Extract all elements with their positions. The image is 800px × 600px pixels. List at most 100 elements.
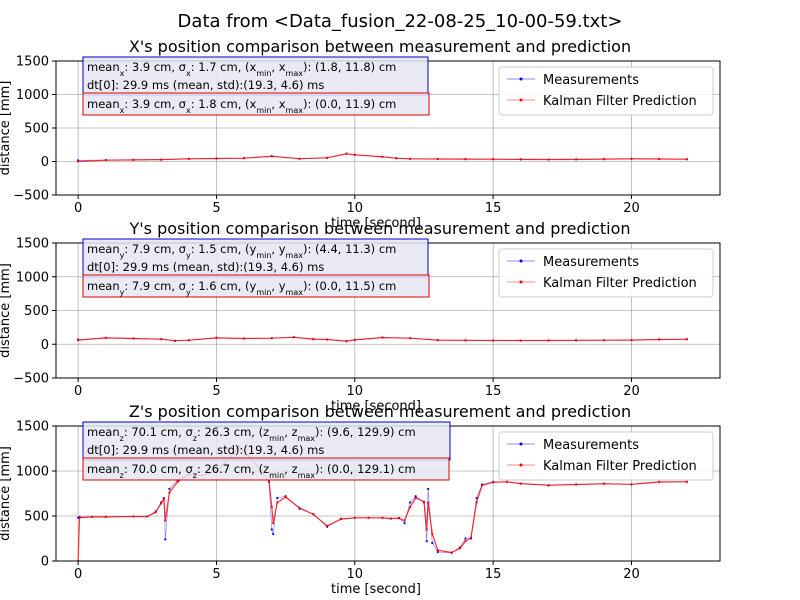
- x-tick-label: 15: [485, 201, 502, 216]
- series-kalman-prediction: [77, 336, 688, 343]
- legend: [498, 66, 714, 116]
- data-point: [409, 337, 412, 340]
- data-point: [431, 541, 434, 545]
- data-point: [215, 336, 218, 340]
- data-point: [519, 158, 522, 161]
- data-point: [326, 156, 329, 159]
- data-point: [272, 532, 275, 536]
- legend-label: Measurements: [543, 438, 639, 453]
- data-point: [243, 157, 246, 160]
- y-tick-label: −500: [13, 372, 49, 387]
- data-point: [685, 158, 688, 161]
- data-point: [519, 339, 522, 342]
- data-point: [215, 157, 218, 160]
- x-tick-label: 10: [347, 201, 364, 216]
- data-point: [298, 157, 301, 160]
- data-point: [187, 157, 190, 160]
- x-tick-label: 10: [347, 384, 364, 399]
- data-point: [458, 547, 462, 550]
- data-point: [425, 528, 428, 531]
- y-tick-label: 0: [41, 155, 49, 170]
- prediction-stats-text: meany: 7.9 cm, σy: 1.6 cm, (ymin, ymax):…: [87, 279, 396, 297]
- dt-stats-text: dt[0]: 29.9 ms (mean, std):(19.3, 4.6) m…: [87, 78, 324, 92]
- data-point: [77, 339, 80, 342]
- data-point: [450, 551, 453, 554]
- measurement-stats-text: meany: 7.9 cm, σy: 1.5 cm, (ymin, ymax):…: [87, 242, 396, 260]
- dt-stats-text: dt[0]: 29.9 ms (mean, std):(19.3, 4.6) m…: [87, 260, 324, 274]
- data-point: [575, 483, 578, 486]
- x-axis-label: time [second]: [331, 399, 421, 414]
- data-point: [464, 540, 467, 543]
- subplot-2: 0 5 10 15 20 −500 0 500 1000 1500 time [second] dis…: [0, 219, 721, 414]
- legend-marker: [519, 442, 523, 446]
- y-axis-label: distance [mm]: [0, 446, 13, 541]
- data-point: [630, 157, 633, 160]
- legend-label: Measurements: [543, 255, 639, 270]
- x-tick-label: 5: [212, 567, 220, 582]
- data-point: [602, 339, 605, 342]
- data-point: [422, 500, 426, 503]
- legend-label: Kalman Filter Prediction: [543, 459, 697, 474]
- data-point: [353, 338, 356, 341]
- data-point: [381, 155, 384, 158]
- legend-label: Kalman Filter Prediction: [543, 276, 697, 291]
- series-line: [77, 445, 687, 561]
- data-point: [164, 519, 167, 522]
- data-point: [436, 339, 439, 342]
- y-tick-label: 1500: [16, 420, 49, 435]
- x-tick-label: 15: [485, 384, 502, 399]
- measurement-stats-text: meanx: 3.9 cm, σx: 1.7 cm, (xmin, xmax):…: [87, 60, 396, 78]
- data-point: [381, 336, 384, 339]
- data-point: [436, 550, 439, 554]
- legend-label: Kalman Filter Prediction: [543, 94, 697, 109]
- x-tick-label: 5: [212, 201, 220, 216]
- data-point: [272, 522, 275, 525]
- x-tick-label: 20: [623, 201, 640, 216]
- y-tick-label: 500: [24, 304, 49, 319]
- series-line: [78, 336, 687, 342]
- legend-marker: [519, 259, 523, 263]
- x-tick-label: 10: [347, 567, 364, 582]
- y-tick-label: 1000: [16, 88, 49, 103]
- data-point: [575, 158, 578, 161]
- data-point: [160, 338, 163, 341]
- data-point: [630, 338, 633, 342]
- data-point: [298, 506, 301, 509]
- data-point: [685, 338, 688, 341]
- data-point: [168, 491, 171, 494]
- data-point: [104, 336, 107, 340]
- data-point: [132, 515, 135, 518]
- data-point: [464, 537, 467, 540]
- prediction-stats-text: meanx: 3.9 cm, σx: 1.8 cm, (xmin, xmax):…: [87, 97, 396, 115]
- x-tick-label: 0: [74, 201, 82, 216]
- series-kalman-prediction: [77, 152, 688, 163]
- data-point: [187, 339, 190, 342]
- y-tick-label: 1500: [16, 55, 49, 70]
- prediction-stats-box: [82, 92, 430, 116]
- legend-marker: [519, 98, 523, 102]
- subplot-3: 0 5 10 15 20 0 500 1000 1500 time [second] distanc…: [0, 402, 721, 597]
- data-point: [90, 515, 94, 519]
- data-point: [132, 158, 135, 161]
- x-axis-label: time [second]: [331, 216, 421, 231]
- legend-label: Measurements: [543, 73, 639, 88]
- x-tick-label: 0: [74, 384, 82, 399]
- data-point: [685, 480, 688, 483]
- y-tick-label: −500: [13, 189, 49, 204]
- y-tick-label: 1500: [16, 237, 49, 252]
- data-point: [270, 528, 273, 531]
- data-point: [397, 517, 401, 520]
- data-point: [389, 517, 392, 520]
- data-point: [381, 516, 384, 519]
- data-point: [146, 515, 149, 518]
- data-point: [326, 338, 329, 341]
- data-point: [403, 522, 406, 525]
- data-point: [547, 339, 550, 342]
- y-tick-label: 500: [24, 122, 49, 137]
- figure-suptitle: Data from <Data_fusion_22-08-25_10-00-59…: [178, 11, 623, 32]
- data-point: [345, 152, 348, 155]
- data-point: [475, 496, 478, 500]
- subplot-title: X's position comparison between measurem…: [129, 37, 631, 56]
- dt-stats-text: dt[0]: 29.9 ms (mean, std):(19.3, 4.6) m…: [87, 443, 324, 457]
